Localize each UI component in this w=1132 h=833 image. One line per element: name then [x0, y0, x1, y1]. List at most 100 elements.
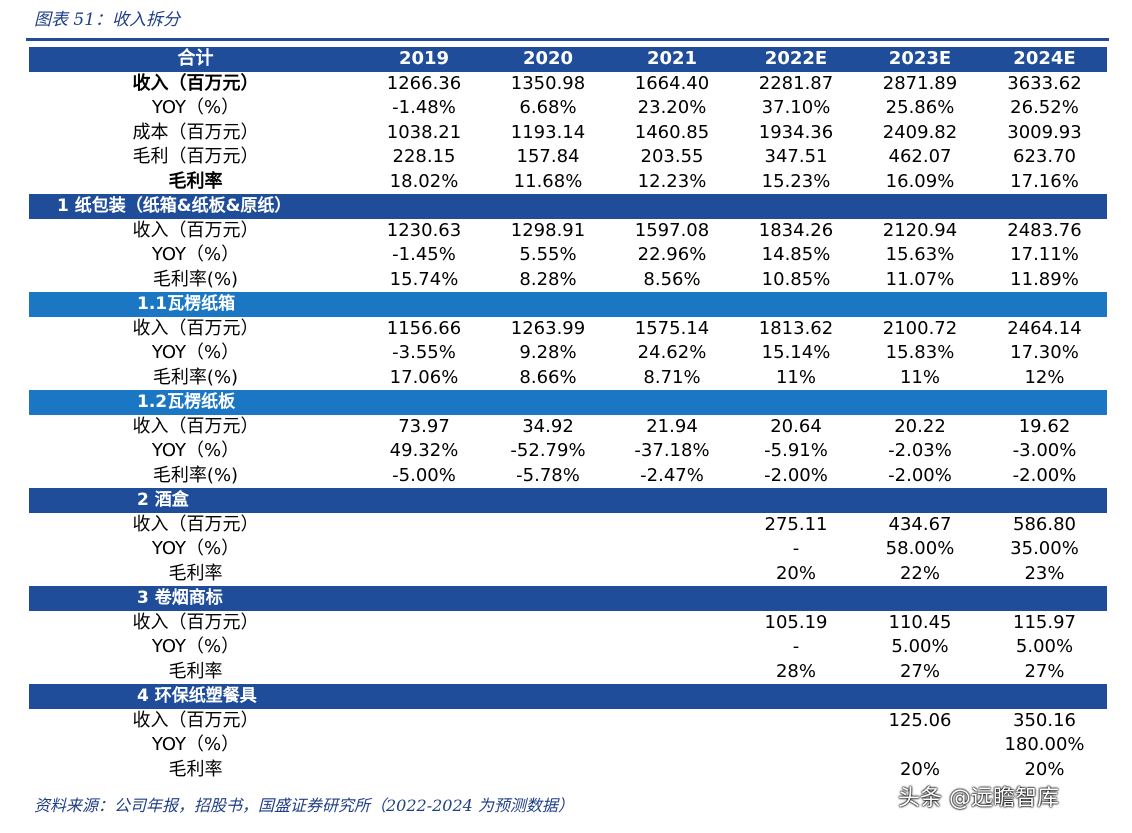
- value-cell: 115.97: [1013, 611, 1076, 633]
- value-cell: [610, 660, 734, 685]
- value-cell: 15.74%: [389, 268, 459, 290]
- value-cell: -5.91%: [764, 440, 828, 462]
- value-cell: 1597.08: [634, 219, 710, 241]
- table-row: 毛利率 28% 27% 27%: [29, 660, 1107, 685]
- value-cell: 11%: [775, 366, 816, 388]
- table-row: YOY（%） -1.48% 6.68% 23.20% 37.10% 25.86% 26.52…: [29, 96, 1107, 121]
- value-cell: [486, 733, 610, 758]
- value-cell: 11.68%: [513, 170, 583, 192]
- row-label: YOY（%）: [151, 342, 240, 364]
- value-cell: 35.00%: [1010, 538, 1079, 560]
- value-cell: 24.62%: [637, 342, 707, 364]
- section-header-row: 2 酒盒: [29, 488, 1107, 513]
- value-cell: [610, 611, 734, 636]
- caption-rule: [26, 38, 1109, 41]
- value-cell: [610, 758, 734, 783]
- table-row: 毛利率 18.02% 11.68% 12.23% 15.23% 16.09% 17.16%: [29, 170, 1107, 195]
- value-cell: 1156.66: [386, 317, 462, 339]
- value-cell: 1298.91: [510, 219, 586, 241]
- header-cell-2022e: 2022E: [734, 47, 858, 72]
- value-cell: [610, 513, 734, 538]
- value-cell: [610, 733, 734, 758]
- value-cell: 58.00%: [885, 538, 955, 560]
- value-cell: -3.55%: [392, 342, 456, 364]
- figure-caption: 图表 51：收入拆分: [34, 10, 181, 30]
- value-cell: -2.03%: [888, 440, 952, 462]
- value-cell: [362, 660, 486, 685]
- section-title: 4 环保纸塑餐具: [137, 686, 257, 707]
- row-label: 毛利率: [168, 660, 223, 682]
- value-cell: 157.84: [516, 146, 580, 168]
- value-cell: 2871.89: [882, 72, 958, 94]
- value-cell: -5.00%: [392, 464, 456, 486]
- value-cell: 5.55%: [519, 244, 577, 266]
- value-cell: 347.51: [764, 146, 828, 168]
- header-row: 合计 2019 2020 2021 2022E 2023E 2024E: [29, 47, 1107, 72]
- value-cell: 28%: [775, 660, 816, 682]
- value-cell: 8.66%: [519, 366, 577, 388]
- value-cell: 1230.63: [386, 219, 462, 241]
- value-cell: [486, 562, 610, 587]
- value-cell: 3009.93: [1007, 121, 1082, 143]
- value-cell: 19.62: [1018, 415, 1071, 437]
- value-cell: 15.14%: [761, 342, 831, 364]
- value-cell: 1834.26: [758, 219, 834, 241]
- table-row: 收入（百万元） 125.06 350.16: [29, 709, 1107, 734]
- value-cell: -1.48%: [392, 97, 456, 119]
- value-cell: [362, 733, 486, 758]
- row-label: 收入（百万元）: [132, 415, 259, 437]
- value-cell: 34.92: [522, 415, 574, 437]
- value-cell: 5.00%: [891, 636, 949, 658]
- value-cell: [734, 733, 858, 758]
- value-cell: 17.30%: [1010, 342, 1079, 364]
- row-label: 毛利率(%): [152, 268, 239, 290]
- table-row: YOY（%） -3.55% 9.28% 24.62% 15.14% 15.83% 17.30…: [29, 341, 1107, 366]
- value-cell: [858, 733, 982, 758]
- value-cell: 462.07: [888, 146, 952, 168]
- section-header-row: 1.2瓦楞纸板: [29, 390, 1107, 415]
- row-label: 收入（百万元）: [132, 317, 259, 339]
- section-title: 2 酒盒: [137, 490, 189, 511]
- value-cell: [486, 611, 610, 636]
- value-cell: 180.00%: [1004, 734, 1085, 756]
- value-cell: 110.45: [888, 611, 952, 633]
- value-cell: 11.89%: [1010, 268, 1079, 290]
- value-cell: 1664.40: [634, 72, 710, 94]
- row-label: YOY（%）: [151, 538, 240, 560]
- value-cell: -2.00%: [888, 464, 952, 486]
- value-cell: [486, 758, 610, 783]
- value-cell: 17.16%: [1010, 170, 1079, 192]
- value-cell: 1575.14: [634, 317, 710, 339]
- value-cell: -5.78%: [516, 464, 580, 486]
- value-cell: 1460.85: [634, 121, 710, 143]
- section-title: 1 纸包装（纸箱&纸板&原纸）: [57, 196, 292, 217]
- value-cell: 2409.82: [882, 121, 958, 143]
- section-header-row: 3 卷烟商标: [29, 586, 1107, 611]
- value-cell: 1038.21: [386, 121, 462, 143]
- table-row: 收入（百万元） 1266.36 1350.98 1664.40 2281.87 2871.…: [29, 72, 1107, 97]
- table-row: 毛利（百万元） 228.15 157.84 203.55 347.51 462.07 623…: [29, 145, 1107, 170]
- value-cell: 73.97: [398, 415, 450, 437]
- value-cell: 25.86%: [885, 97, 955, 119]
- value-cell: 26.52%: [1010, 97, 1079, 119]
- section-header-row: 1.1瓦楞纸箱: [29, 292, 1107, 317]
- table-row: 毛利率(%) -5.00% -5.78% -2.47% -2.00% -2.00% -2.0…: [29, 464, 1107, 489]
- value-cell: 1263.99: [510, 317, 586, 339]
- value-cell: 20.64: [770, 415, 822, 437]
- value-cell: 12%: [1024, 366, 1065, 388]
- value-cell: [610, 709, 734, 734]
- value-cell: 228.15: [392, 146, 456, 168]
- value-cell: 2100.72: [882, 317, 958, 339]
- value-cell: [362, 513, 486, 538]
- value-cell: 23.20%: [637, 97, 707, 119]
- table-row: 收入（百万元） 1230.63 1298.91 1597.08 1834.26 2120.…: [29, 219, 1107, 244]
- value-cell: 8.28%: [519, 268, 577, 290]
- value-cell: [362, 611, 486, 636]
- row-label: YOY（%）: [151, 734, 240, 756]
- table-row: 收入（百万元） 275.11 434.67 586.80: [29, 513, 1107, 538]
- table-row: YOY（%） - 58.00% 35.00%: [29, 537, 1107, 562]
- value-cell: 1350.98: [510, 72, 586, 94]
- row-label: 毛利率(%): [152, 464, 239, 486]
- value-cell: -1.45%: [392, 244, 456, 266]
- value-cell: 350.16: [1013, 709, 1076, 731]
